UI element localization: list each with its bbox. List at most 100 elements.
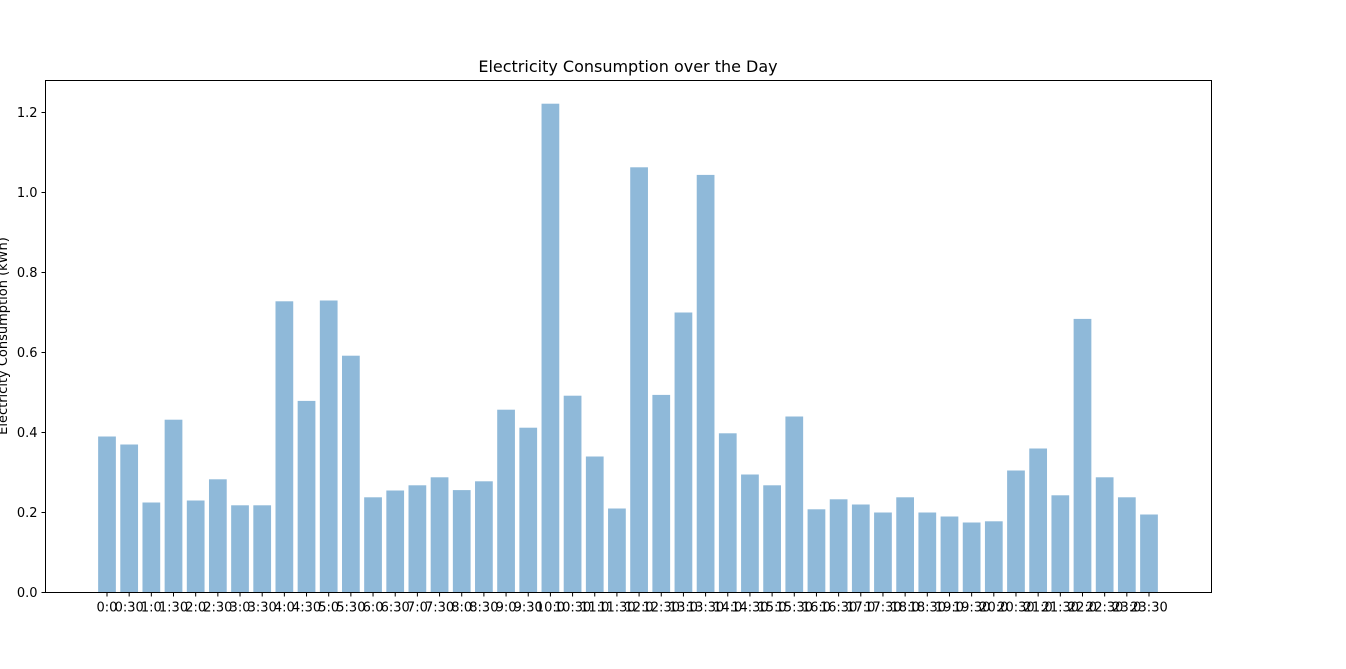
- bar-9-0: [497, 409, 515, 593]
- x-tick-label: 10:30: [554, 601, 591, 616]
- bar-4-0: [275, 301, 294, 593]
- x-tick-label: 9:0: [496, 601, 517, 616]
- y-tick-label: 0.8: [17, 266, 38, 281]
- x-tick-label: 15:30: [776, 601, 813, 616]
- bar-12-0: [630, 167, 648, 593]
- bar-9-30: [519, 427, 538, 593]
- x-tick-label: 17:30: [864, 601, 901, 616]
- bar-2-0: [186, 500, 205, 593]
- y-tick-label: 1.2: [17, 106, 38, 121]
- bar-19-30: [962, 522, 981, 593]
- bar-5-0: [319, 300, 338, 593]
- bar-20-0: [984, 521, 1003, 593]
- bar-6-30: [386, 490, 405, 593]
- x-tick-label: 4:0: [274, 601, 295, 616]
- bar-15-0: [763, 485, 781, 593]
- x-tick-label: 1:30: [159, 601, 188, 616]
- x-tick-label: 7:30: [425, 601, 454, 616]
- bar-22-0: [1073, 318, 1092, 593]
- y-tick-label: 0.2: [17, 506, 38, 521]
- y-tick-label: 0.0: [17, 586, 38, 601]
- bar-2-30: [208, 479, 227, 593]
- bar-17-0: [851, 504, 870, 593]
- bar-21-30: [1051, 495, 1070, 593]
- bar-0-0: [98, 436, 116, 593]
- chart-title: Electricity Consumption over the Day: [478, 57, 777, 76]
- x-tick-label: 2:0: [185, 601, 206, 616]
- x-tick-label: 7:0: [407, 601, 428, 616]
- bar-6-0: [364, 497, 382, 593]
- x-tick-label: 8:0: [451, 601, 472, 616]
- x-tick-label: 0:30: [115, 601, 144, 616]
- x-tick-label: 21:0: [1024, 601, 1053, 616]
- x-tick-label: 12:30: [643, 601, 680, 616]
- bar-12-30: [652, 394, 671, 593]
- x-tick-label: 13:30: [687, 601, 724, 616]
- x-tick-label: 11:30: [598, 601, 635, 616]
- bar-7-0: [408, 485, 427, 593]
- x-tick-label: 18:0: [891, 601, 920, 616]
- bar-23-0: [1117, 497, 1136, 593]
- bar-8-0: [452, 490, 471, 593]
- y-tick-label: 0.6: [17, 346, 38, 361]
- bar-1-30: [164, 419, 183, 593]
- x-tick-label: 19:30: [953, 601, 990, 616]
- x-tick-label: 13:0: [669, 601, 698, 616]
- bar-14-0: [718, 433, 737, 593]
- x-tick-label: 23:0: [1112, 601, 1141, 616]
- x-tick-label: 23:30: [1130, 601, 1167, 616]
- bar-23-30: [1140, 514, 1158, 593]
- x-tick-label: 12:0: [624, 601, 653, 616]
- x-tick-label: 16:30: [820, 601, 857, 616]
- x-tick-label: 18:30: [909, 601, 946, 616]
- x-tick-label: 3:30: [248, 601, 277, 616]
- x-tick-label: 10:0: [536, 601, 565, 616]
- x-tick-label: 4:30: [292, 601, 321, 616]
- bar-3-30: [253, 505, 272, 593]
- x-tick-label: 3:0: [230, 601, 251, 616]
- bar-5-30: [342, 355, 360, 593]
- y-ticks: 0.0 0.2 0.4 0.6 0.8 1.0 1.2: [17, 106, 46, 601]
- x-tick-label: 19:0: [935, 601, 964, 616]
- x-tick-label: 22:30: [1086, 601, 1123, 616]
- bar-1-0: [142, 502, 161, 593]
- x-tick-label: 6:30: [381, 601, 410, 616]
- plot-frame: [45, 80, 1212, 593]
- bar-19-0: [940, 516, 959, 593]
- bar-14-30: [741, 474, 759, 593]
- bar-10-0: [541, 103, 560, 593]
- x-tick-label: 5:0: [318, 601, 339, 616]
- x-ticks: 0:00:301:01:302:02:303:03:304:04:305:05:…: [97, 592, 1168, 616]
- bar-4-30: [297, 400, 316, 593]
- x-tick-label: 22:0: [1068, 601, 1097, 616]
- x-tick-label: 21:30: [1042, 601, 1079, 616]
- x-tick-label: 8:30: [469, 601, 498, 616]
- x-tick-label: 17:0: [846, 601, 875, 616]
- bar-22-30: [1095, 477, 1114, 593]
- bar-8-30: [475, 481, 493, 593]
- y-axis-label: Electricity Consumption (kWh): [0, 237, 11, 435]
- bar-0-30: [120, 444, 139, 593]
- x-tick-label: 6:0: [363, 601, 384, 616]
- x-tick-label: 14:0: [713, 601, 742, 616]
- bar-10-30: [563, 395, 582, 593]
- x-tick-label: 16:0: [802, 601, 831, 616]
- bar-18-0: [896, 497, 914, 593]
- bar-18-30: [918, 512, 937, 593]
- bar-13-0: [674, 312, 693, 593]
- bar-3-0: [231, 505, 249, 593]
- bar-11-30: [608, 508, 626, 593]
- x-tick-label: 15:0: [758, 601, 787, 616]
- x-tick-label: 14:30: [731, 601, 768, 616]
- bar-20-30: [1007, 470, 1025, 593]
- x-tick-label: 5:30: [336, 601, 365, 616]
- x-tick-label: 9:30: [514, 601, 543, 616]
- bar-21-0: [1029, 448, 1048, 593]
- bar-16-0: [807, 509, 826, 593]
- bar-17-30: [874, 512, 892, 593]
- x-tick-label: 20:0: [979, 601, 1008, 616]
- bar-11-0: [585, 456, 604, 593]
- bar-16-30: [829, 499, 848, 593]
- bar-13-30: [696, 174, 715, 593]
- bar-7-30: [430, 477, 449, 593]
